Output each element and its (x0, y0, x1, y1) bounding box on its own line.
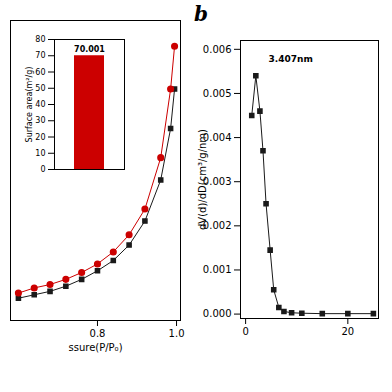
svg-text:30: 30 (35, 116, 45, 125)
svg-text:dV(d)/dD(cm³/g/nm): dV(d)/dD(cm³/g/nm) (197, 129, 208, 230)
svg-text:0.002: 0.002 (202, 220, 232, 231)
svg-text:70.001: 70.001 (74, 45, 105, 54)
svg-text:20: 20 (341, 326, 354, 337)
svg-text:Surface area(m²/g): Surface area(m²/g) (25, 67, 34, 143)
svg-text:0.8: 0.8 (90, 328, 106, 339)
svg-text:3.407nm: 3.407nm (269, 54, 313, 64)
svg-text:0.005: 0.005 (203, 88, 232, 99)
svg-text:80: 80 (35, 35, 45, 44)
svg-text:0.003: 0.003 (202, 175, 232, 187)
svg-text:20: 20 (35, 133, 45, 142)
svg-text:0.004: 0.004 (202, 131, 232, 143)
svg-text:70: 70 (35, 51, 45, 60)
html-text:b: b (194, 2, 208, 26)
svg-text:0: 0 (242, 326, 248, 337)
svg-text:60: 60 (35, 68, 45, 77)
svg-text:50: 50 (35, 84, 45, 93)
svg-text:40: 40 (35, 100, 45, 109)
svg-text:0.006: 0.006 (203, 44, 232, 55)
svg-text:0: 0 (40, 165, 45, 174)
svg-text:ssure(P/P₀): ssure(P/P₀) (68, 342, 122, 353)
svg-text:0.001: 0.001 (203, 264, 232, 275)
svg-text:1.0: 1.0 (169, 328, 185, 339)
svg-text:10: 10 (35, 149, 45, 158)
svg-text:0.000: 0.000 (203, 308, 232, 319)
